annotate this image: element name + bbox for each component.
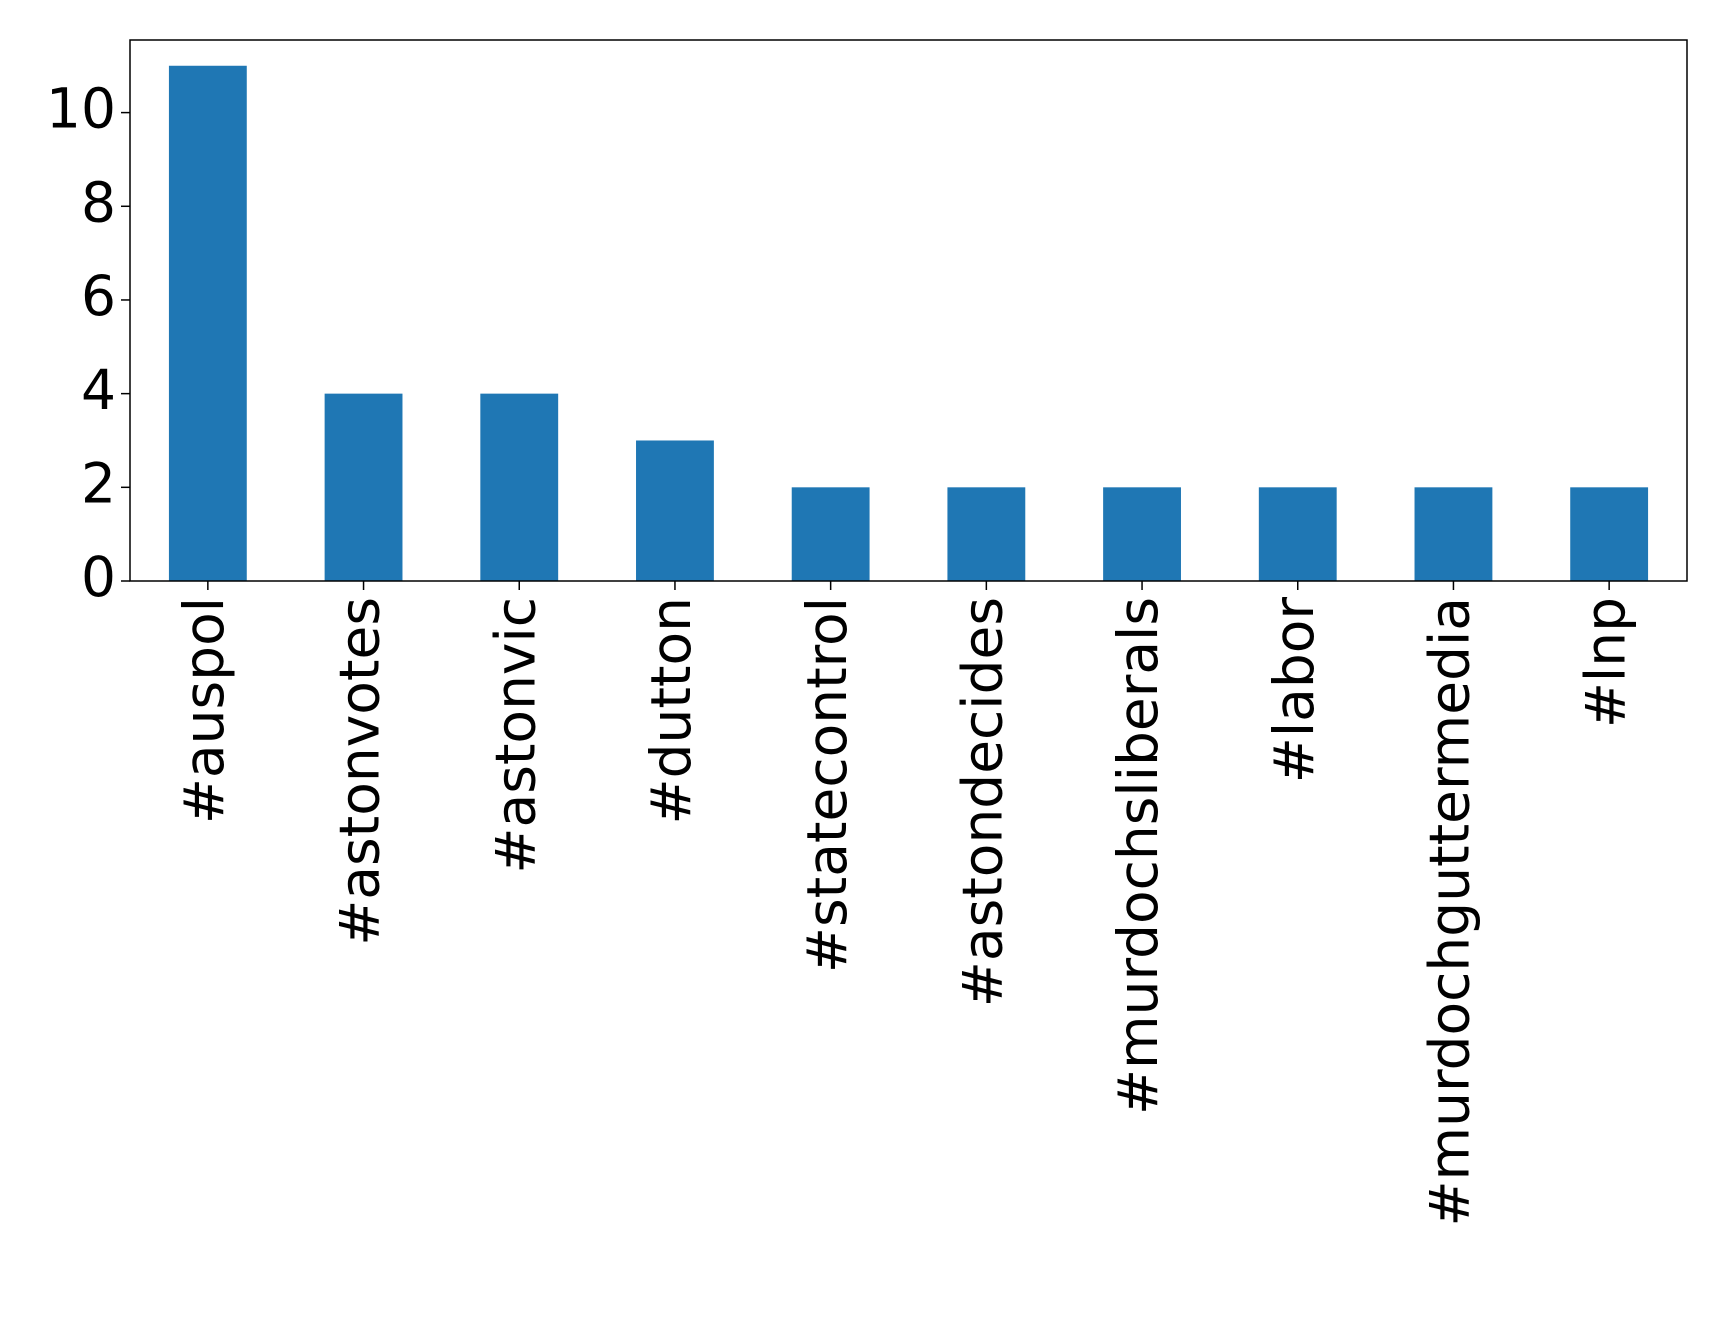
x-tick-label: #statecontrol xyxy=(795,597,859,973)
y-tick-label: 0 xyxy=(81,545,116,609)
x-tick-label: #murdochguttermedia xyxy=(1418,597,1482,1227)
bar xyxy=(947,487,1026,581)
y-tick-label: 10 xyxy=(46,77,116,141)
x-tick-label: #auspol xyxy=(172,597,236,824)
bar xyxy=(1570,487,1649,581)
bar xyxy=(324,393,403,581)
bar xyxy=(791,487,870,581)
bar xyxy=(1414,487,1493,581)
x-tick-label: #labor xyxy=(1262,597,1326,784)
bar xyxy=(1258,487,1337,581)
y-tick-label: 4 xyxy=(81,358,116,422)
y-tick-label: 2 xyxy=(81,451,116,515)
x-tick-label: #lnp xyxy=(1573,597,1637,728)
x-tick-label: #murdochsliberals xyxy=(1106,597,1170,1115)
bar xyxy=(636,440,714,581)
y-tick-label: 8 xyxy=(81,170,116,234)
x-tick-label: #dutton xyxy=(639,597,703,825)
bar xyxy=(480,393,559,581)
y-tick-label: 6 xyxy=(81,264,116,328)
bar xyxy=(168,65,247,581)
x-tick-label: #astonvotes xyxy=(328,597,392,946)
bar xyxy=(1103,487,1181,581)
plot-frame xyxy=(129,39,1688,582)
x-tick-label: #astonvic xyxy=(483,597,547,874)
x-tick-label: #astondecides xyxy=(950,597,1014,1007)
